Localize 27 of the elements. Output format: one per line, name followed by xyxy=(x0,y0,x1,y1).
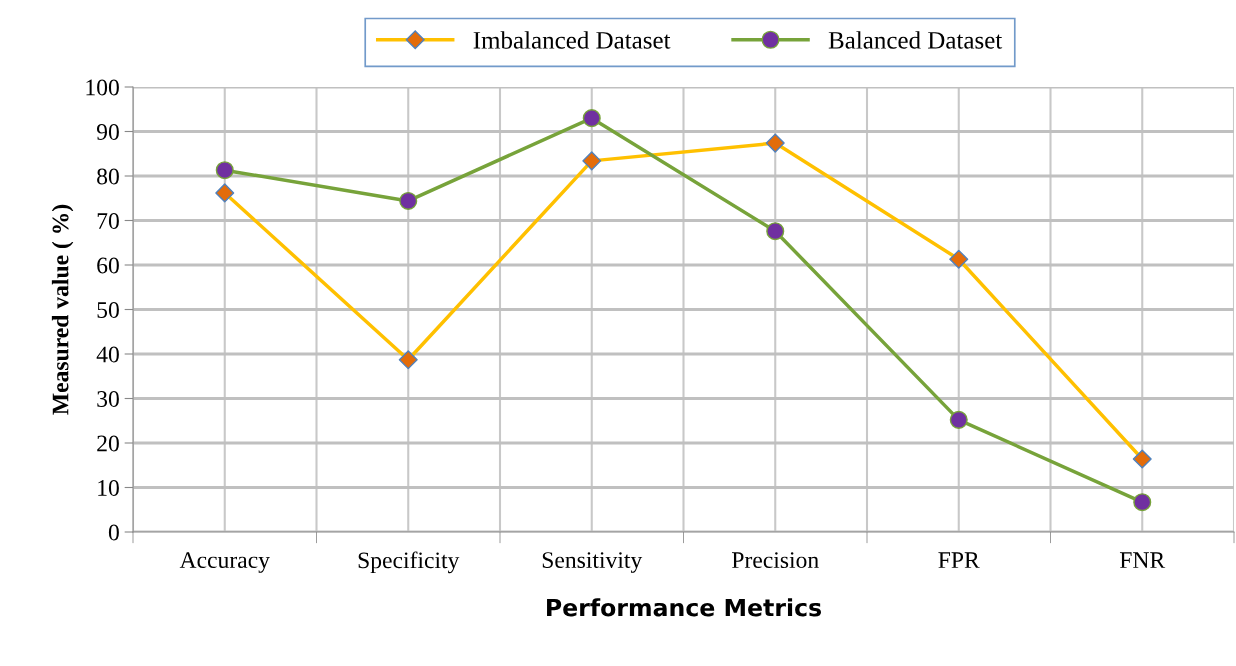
y-tick-label: 50 xyxy=(97,301,119,318)
y-tick-label: 60 xyxy=(97,257,119,274)
y-tick-label: 40 xyxy=(96,346,119,363)
y-tick-label: 100 xyxy=(86,79,119,96)
y-tick-label: 80 xyxy=(97,168,119,185)
point xyxy=(215,183,235,203)
y-axis-title: Measured value ( %) xyxy=(51,204,74,415)
x-tick-label: Accuracy xyxy=(179,552,270,573)
x-axis-title: Performance Metrics xyxy=(547,598,822,617)
x-tick-label: Sensitivity xyxy=(542,552,643,573)
x-tick-label: FNR xyxy=(1119,552,1166,568)
legend-label: Imbalanced Dataset xyxy=(473,31,671,49)
y-tick-label: 90 xyxy=(96,123,119,140)
x-tick-label: Precision xyxy=(731,552,819,569)
point xyxy=(398,350,418,370)
point xyxy=(1132,449,1152,469)
y-tick-label: 20 xyxy=(97,435,119,452)
x-tick-label: Specificity xyxy=(358,551,460,574)
y-tick-label: 0 xyxy=(108,524,119,541)
point xyxy=(765,133,785,153)
legend-label: Balanced Dataset xyxy=(828,31,1003,49)
y-tick-label: 30 xyxy=(97,390,119,407)
y-tick-label: 70 xyxy=(97,212,119,229)
x-tick-label: FPR xyxy=(938,552,980,568)
y-tick-label: 10 xyxy=(98,479,119,496)
point xyxy=(582,151,602,171)
point xyxy=(949,249,969,269)
